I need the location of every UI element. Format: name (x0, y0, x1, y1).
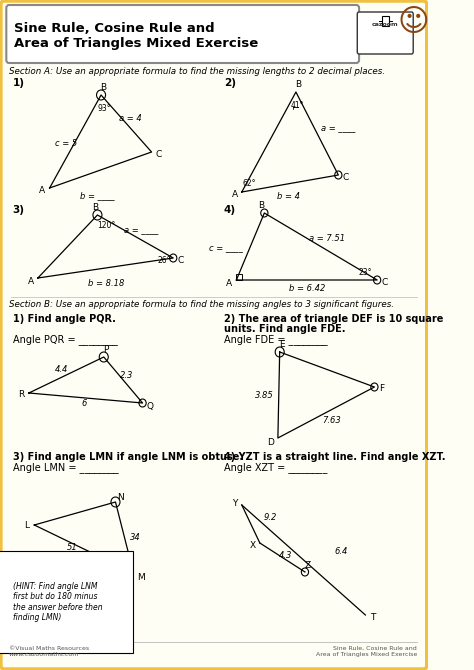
Text: Angle PQR = ________: Angle PQR = ________ (13, 334, 118, 345)
Text: ⌐: ⌐ (292, 102, 300, 112)
Text: C: C (177, 255, 183, 265)
Text: E: E (279, 340, 284, 348)
Text: B: B (295, 80, 301, 88)
Text: 4.3: 4.3 (278, 551, 292, 561)
Text: 34: 34 (130, 533, 141, 543)
Text: 9.2: 9.2 (264, 513, 277, 521)
Text: 3) Find angle LMN if angle LNM is obtuse.: 3) Find angle LMN if angle LNM is obtuse… (13, 452, 243, 462)
Text: a = 4: a = 4 (119, 113, 142, 123)
Text: 1) Find angle PQR.: 1) Find angle PQR. (13, 314, 116, 324)
Text: 1): 1) (13, 78, 25, 88)
Text: Angle FDE = ________: Angle FDE = ________ (224, 334, 328, 345)
Text: 26°: 26° (157, 255, 171, 265)
FancyBboxPatch shape (1, 1, 427, 669)
Text: 51: 51 (67, 543, 78, 553)
Text: L: L (25, 521, 29, 531)
Text: Y: Y (232, 498, 237, 507)
Text: ©Visual Maths Resources
www.cazoomaths.com: ©Visual Maths Resources www.cazoomaths.c… (9, 646, 89, 657)
Text: Q: Q (146, 401, 153, 411)
Text: 2.3: 2.3 (119, 371, 133, 379)
Text: a = ____: a = ____ (124, 226, 158, 234)
Text: Sine Rule, Cosine Rule and: Sine Rule, Cosine Rule and (14, 22, 215, 35)
Text: P: P (103, 344, 108, 354)
Text: Section A: Use an appropriate formula to find the missing lengths to 2 decimal p: Section A: Use an appropriate formula to… (9, 67, 385, 76)
Text: B: B (100, 82, 106, 92)
Text: R: R (18, 389, 25, 399)
Text: 2) The area of triangle DEF is 10 square: 2) The area of triangle DEF is 10 square (224, 314, 443, 324)
Text: a = ____: a = ____ (321, 123, 356, 133)
Text: 4.4: 4.4 (55, 364, 68, 373)
Text: (HINT: Find angle LNM
first but do 180 minus
the answer before then
finding LMN): (HINT: Find angle LNM first but do 180 m… (13, 582, 102, 622)
Text: F: F (379, 383, 384, 393)
Text: Z: Z (305, 561, 311, 570)
Text: Angle LMN = ________: Angle LMN = ________ (13, 462, 118, 473)
Text: 3.85: 3.85 (255, 391, 273, 399)
Text: units. Find angle FDE.: units. Find angle FDE. (224, 324, 345, 334)
Text: b = 8.18: b = 8.18 (88, 279, 125, 287)
Text: 41°: 41° (291, 100, 304, 109)
Text: A: A (39, 186, 46, 194)
Text: 23°: 23° (359, 267, 372, 277)
Text: 6: 6 (81, 399, 87, 407)
Text: 6.4: 6.4 (334, 547, 348, 557)
Text: c = ____: c = ____ (209, 243, 243, 253)
Text: M: M (137, 572, 145, 582)
Text: Angle XZT = ________: Angle XZT = ________ (224, 462, 327, 473)
Text: D: D (267, 438, 274, 446)
Text: X: X (249, 541, 255, 549)
Text: cazoom: cazoom (372, 22, 399, 27)
Text: 4) YZT is a straight line. Find angle XZT.: 4) YZT is a straight line. Find angle XZ… (224, 452, 445, 462)
Text: Sine Rule, Cosine Rule and
Area of Triangles Mixed Exercise: Sine Rule, Cosine Rule and Area of Trian… (316, 646, 417, 657)
Text: C: C (381, 277, 387, 287)
Text: 7.63: 7.63 (323, 415, 341, 425)
Text: ☺: ☺ (397, 8, 429, 37)
Bar (382, 16, 389, 26)
Text: N: N (118, 492, 124, 502)
Text: A: A (231, 190, 237, 198)
Text: c = 5: c = 5 (55, 139, 77, 147)
Text: Section B: Use an appropriate formula to find the missing angles to 3 significan: Section B: Use an appropriate formula to… (9, 300, 394, 309)
Text: b = 6.42: b = 6.42 (289, 283, 325, 293)
Text: 62°: 62° (242, 178, 256, 188)
Text: T: T (370, 612, 375, 622)
Text: 2): 2) (224, 78, 236, 88)
Text: 3): 3) (13, 205, 25, 215)
FancyBboxPatch shape (357, 12, 413, 54)
Text: A: A (226, 279, 232, 287)
Text: 4): 4) (224, 205, 236, 215)
Text: 120°: 120° (97, 220, 116, 230)
Text: B: B (92, 202, 99, 212)
Bar (237, 274, 242, 280)
Text: a = 7.51: a = 7.51 (310, 234, 346, 243)
Text: A: A (27, 277, 34, 285)
Text: C: C (342, 172, 349, 182)
Text: Area of Triangles Mixed Exercise: Area of Triangles Mixed Exercise (14, 37, 259, 50)
Text: 93°: 93° (98, 103, 111, 113)
Text: C: C (155, 149, 162, 159)
Text: B: B (259, 200, 264, 210)
Text: b = 4: b = 4 (277, 192, 300, 200)
FancyBboxPatch shape (6, 5, 359, 63)
Text: b = ____: b = ____ (80, 192, 115, 200)
